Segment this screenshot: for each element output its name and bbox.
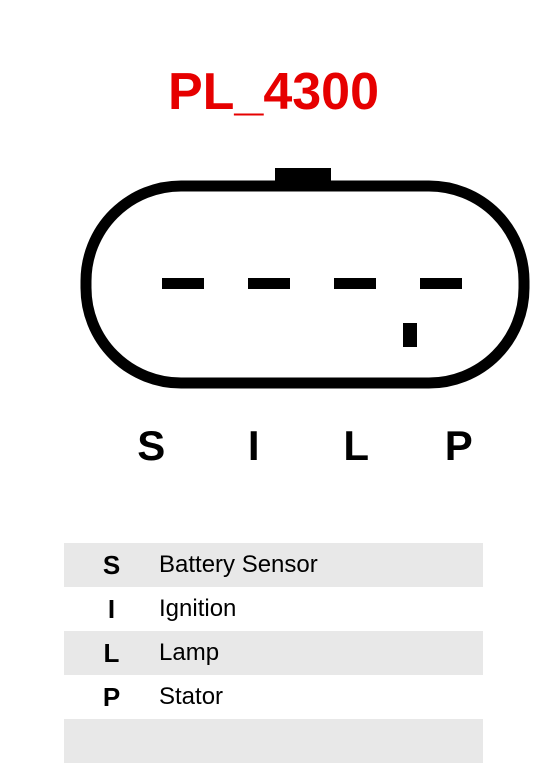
legend-letter: S	[64, 543, 159, 587]
legend-row: P Stator	[64, 675, 483, 719]
pin-label-l: L	[305, 422, 408, 470]
legend-desc: Stator	[159, 675, 483, 719]
legend-row: S Battery Sensor	[64, 543, 483, 587]
legend-row: L Lamp	[64, 631, 483, 675]
pin-label-s: S	[100, 422, 203, 470]
legend-letter: L	[64, 631, 159, 675]
legend-desc: Ignition	[159, 587, 483, 631]
connector-pin-2	[248, 278, 290, 289]
connector-diagram	[80, 168, 530, 393]
legend-table: S Battery Sensor I Ignition L Lamp P Sta…	[64, 543, 483, 763]
connector-pin-4	[420, 278, 462, 289]
legend-desc: Battery Sensor	[159, 543, 483, 587]
connector-pin-3	[334, 278, 376, 289]
legend-letter: P	[64, 675, 159, 719]
pin-label-i: I	[203, 422, 306, 470]
pin-label-p: P	[408, 422, 511, 470]
legend-letter: I	[64, 587, 159, 631]
legend-row: I Ignition	[64, 587, 483, 631]
connector-key-notch	[403, 323, 417, 347]
legend-desc: Lamp	[159, 631, 483, 675]
connector-pin-1	[162, 278, 204, 289]
part-title: PL_4300	[0, 62, 547, 122]
legend-row-empty	[64, 719, 483, 763]
pin-labels-row: S I L P	[100, 422, 510, 470]
